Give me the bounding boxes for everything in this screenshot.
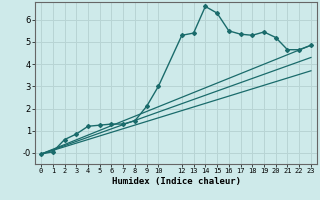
X-axis label: Humidex (Indice chaleur): Humidex (Indice chaleur) <box>111 177 241 186</box>
